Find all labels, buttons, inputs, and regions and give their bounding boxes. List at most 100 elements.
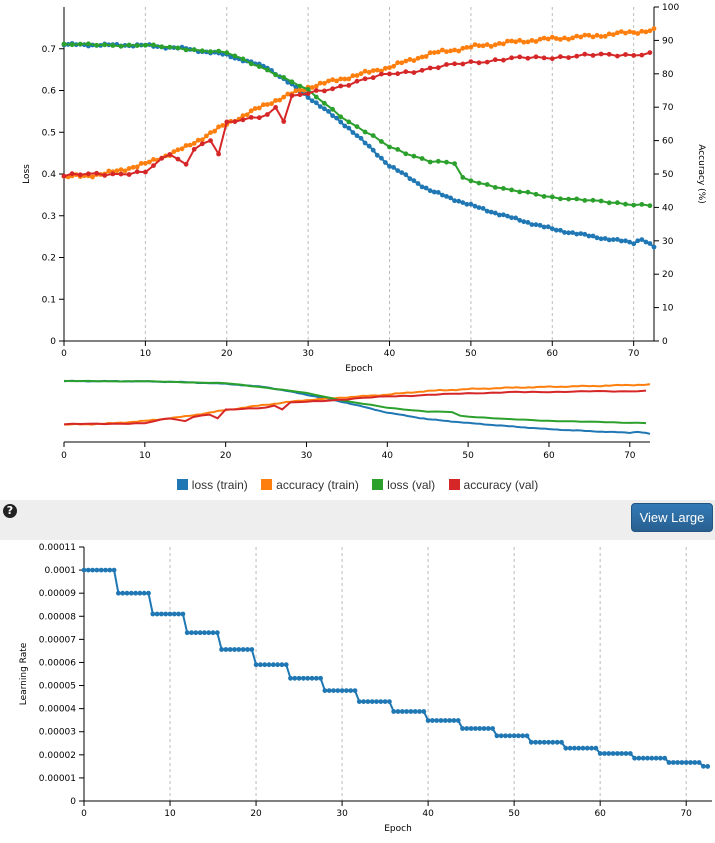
data-point [159,611,164,617]
data-point [631,241,637,247]
x-tick-label: 50 [465,349,477,359]
data-point [598,51,604,57]
data-point [146,590,151,596]
data-point [435,49,441,55]
data-point [191,47,197,53]
legend-swatch [448,479,460,490]
x-tick-label: 0 [81,809,87,819]
data-point [365,699,371,704]
data-point [649,755,655,761]
data-point [549,56,555,62]
y-tick-label: 0.00007 [39,635,76,645]
data-point [269,101,274,107]
data-point [593,745,599,751]
data-point [128,590,134,596]
data-point [138,161,144,166]
data-point [370,75,376,81]
data-point [452,198,457,204]
data-point [370,68,376,73]
y2-axis-label: Accuracy (%) [696,144,706,204]
data-point [643,239,649,245]
data-point [118,43,124,49]
nav-series-loss_val [63,379,647,425]
data-point [570,230,575,236]
data-point [338,119,344,125]
legend-item-accuracy-train[interactable]: accuracy (train) [261,478,359,492]
navigator-overview-chart[interactable]: 0 10 20 30 40 50 60 70 [0,372,715,472]
data-point [404,709,409,714]
y-tick-label: 0.2 [42,254,56,264]
data-point [533,191,539,197]
x-tick-label: 10 [164,809,176,819]
data-point [423,185,429,191]
data-point [346,76,352,82]
data-point [208,138,213,144]
question-circle-icon[interactable]: ? [3,504,17,518]
data-point [425,718,431,723]
data-point [126,42,132,48]
data-point [362,76,368,82]
data-point [541,739,547,745]
data-point [102,42,108,48]
view-large-button[interactable]: View Large [631,503,713,532]
data-point [391,63,396,69]
data-point [81,567,87,573]
data-point [330,86,335,92]
data-point [419,184,425,190]
data-point [199,137,205,143]
data-point [403,58,409,64]
data-point [171,149,177,155]
data-point [566,196,571,202]
data-point [77,172,83,178]
data-point [167,44,173,50]
data-point [102,173,108,178]
nav-series-accuracy_val [63,389,647,426]
data-point [492,185,498,190]
data-point [297,87,303,93]
data-point [590,197,596,203]
data-point [615,751,620,756]
nav-x-tick-label: 70 [624,451,636,461]
data-point [692,760,698,765]
data-point [175,156,181,162]
data-point [330,106,335,112]
data-point [322,106,327,112]
x-tick-label: 30 [302,349,314,359]
data-point [273,98,278,103]
data-point [297,83,303,89]
data-point [541,224,547,230]
data-point [175,45,181,51]
data-point [395,168,401,174]
y-tick-label: 0.00005 [39,682,76,692]
data-point [143,42,148,48]
data-point [338,76,344,82]
data-point [666,760,672,765]
data-point [598,34,604,39]
y2-tick-label: 40 [662,203,674,213]
data-point [253,662,259,668]
data-point [265,112,270,117]
data-point [288,675,293,681]
legend-item-loss-train[interactable]: loss (train) [176,478,248,492]
data-point [85,567,91,573]
data-point [305,95,311,100]
data-point [419,54,425,60]
data-point [631,30,637,35]
data-point [553,36,559,41]
data-point [180,611,186,617]
data-point [639,28,645,34]
data-point [509,215,514,221]
legend-item-accuracy-val[interactable]: accuracy (val) [448,478,538,492]
data-point [318,675,323,681]
data-point [293,88,299,94]
data-point [567,745,573,751]
data-point [277,97,283,103]
legend-item-loss-val[interactable]: loss (val) [372,478,435,492]
y2-tick-label: 20 [662,270,674,280]
data-point [651,26,657,31]
data-point [602,751,607,756]
x-axis-label: Epoch [345,364,373,372]
data-point [94,170,99,176]
data-point [442,718,448,723]
data-point [647,50,653,55]
